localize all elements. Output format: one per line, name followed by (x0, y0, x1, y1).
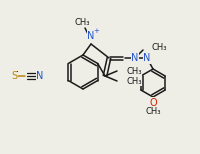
Text: N: N (143, 53, 151, 63)
Text: N: N (131, 53, 139, 63)
Text: N: N (36, 71, 44, 81)
Text: N: N (87, 31, 95, 41)
Text: ·: · (16, 67, 19, 77)
Text: S: S (11, 71, 17, 81)
Text: CH₃: CH₃ (74, 18, 90, 26)
Text: CH₃: CH₃ (145, 107, 161, 116)
Text: +: + (93, 28, 99, 34)
Text: CH₃: CH₃ (151, 43, 166, 51)
Text: CH₃: CH₃ (126, 67, 142, 75)
Text: O: O (149, 98, 157, 108)
Text: CH₃: CH₃ (126, 77, 142, 85)
